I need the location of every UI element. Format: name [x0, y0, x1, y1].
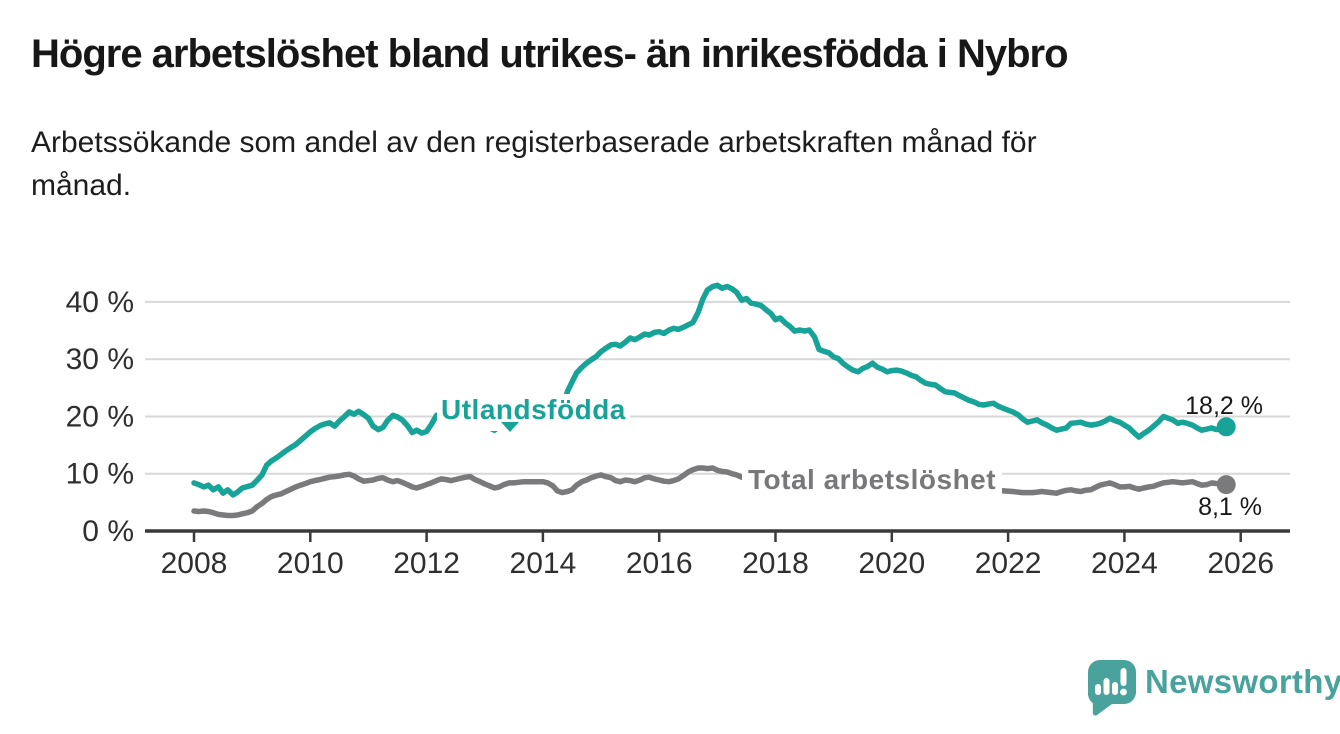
chart-subtitle: Arbetssökande som andel av den registerb… [31, 121, 1311, 207]
subtitle-line-2: månad. [31, 169, 132, 202]
y-tick-label: 0 % [82, 515, 134, 548]
x-tick-label: 2018 [742, 547, 809, 580]
newsworthy-brand-text: Newsworthy [1145, 663, 1340, 700]
x-tick-label: 2016 [626, 547, 693, 580]
page-title: Högre arbetslöshet bland utrikes- än inr… [31, 32, 1069, 76]
y-tick-label: 20 % [66, 400, 134, 433]
y-tick-label: 30 % [66, 343, 134, 376]
x-tick-label: 2022 [975, 547, 1042, 580]
x-tick-label: 2020 [858, 547, 925, 580]
x-tick-label: 2026 [1207, 547, 1274, 580]
end-value-total: 8,1 % [1198, 493, 1262, 521]
newsworthy-logo-icon [1087, 660, 1136, 716]
x-tick-label: 2010 [277, 547, 344, 580]
series-label-total-arbetsloshet: Total arbetslöshet [742, 464, 1003, 496]
y-tick-label: 40 % [66, 286, 134, 319]
y-tick-label: 10 % [66, 458, 134, 491]
series-endpoint-1 [1216, 475, 1236, 495]
newsworthy-logo: Newsworthy [1087, 659, 1340, 717]
end-value-utlandsfodda: 18,2 % [1185, 392, 1263, 420]
x-tick-label: 2008 [161, 547, 228, 580]
series-label-utlandsfodda: Utlandsfödda [437, 394, 630, 431]
x-tick-label: 2012 [393, 547, 460, 580]
chevron-down-icon [501, 422, 519, 432]
x-tick-label: 2024 [1091, 547, 1158, 580]
subtitle-line-1: Arbetssökande som andel av den registerb… [31, 126, 1037, 159]
series-endpoint-0 [1216, 417, 1236, 437]
x-tick-label: 2014 [510, 547, 577, 580]
series-line-1 [191, 465, 1229, 519]
series-line-0 [191, 282, 1229, 498]
